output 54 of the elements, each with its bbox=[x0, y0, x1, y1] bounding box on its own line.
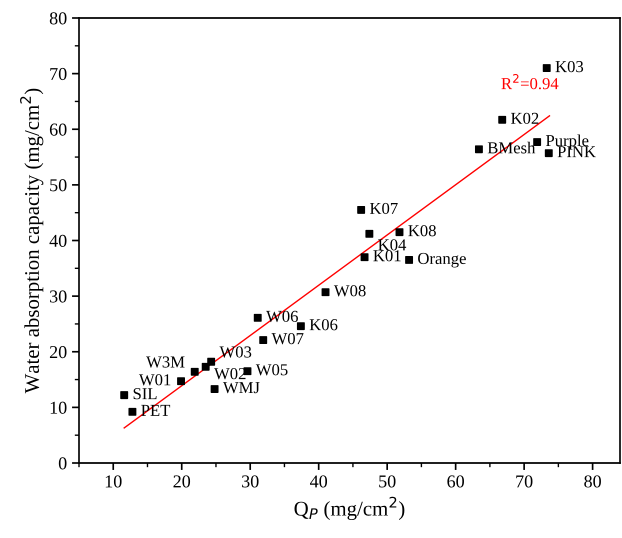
point bbox=[128, 408, 136, 416]
y-tick-label: 60 bbox=[50, 124, 67, 136]
point bbox=[190, 368, 199, 376]
x-tick-label: 60 bbox=[447, 475, 464, 488]
annotation: K01 bbox=[373, 250, 401, 262]
annotation: K08 bbox=[408, 225, 436, 236]
y-tick-label: 0 bbox=[58, 457, 67, 470]
annotation: K02 bbox=[511, 112, 538, 124]
point bbox=[177, 377, 185, 386]
y-tick-label: 20 bbox=[50, 346, 67, 358]
annotation: K03 bbox=[556, 60, 584, 72]
annotation: K04 bbox=[378, 239, 406, 250]
y-tick-label: 30 bbox=[50, 290, 67, 303]
point bbox=[474, 145, 483, 154]
x-tick-label: 80 bbox=[584, 475, 601, 488]
x-tick-label: 10 bbox=[106, 475, 122, 488]
point bbox=[357, 206, 366, 214]
point bbox=[210, 385, 219, 393]
x-tick-label: 70 bbox=[516, 475, 532, 488]
x-tick-label: 20 bbox=[173, 475, 190, 488]
annotation: W05 bbox=[256, 364, 288, 376]
annotation: WMJ bbox=[222, 382, 260, 394]
annotation: SIL bbox=[134, 388, 157, 400]
y-tick-label: 70 bbox=[50, 68, 67, 80]
point bbox=[254, 314, 262, 322]
y-tick-label: 80 bbox=[50, 12, 67, 24]
point bbox=[498, 116, 506, 124]
annotation: W01 bbox=[138, 374, 170, 386]
x-tick-label: 50 bbox=[379, 475, 396, 488]
y-tick-label: 50 bbox=[50, 179, 67, 192]
y-axis-title: Water absorption capacity (mg/cm$^{2}$) bbox=[20, 88, 44, 394]
annotation: W07 bbox=[272, 332, 304, 344]
x-tick-label: 40 bbox=[310, 475, 328, 488]
y-tick-label: 10 bbox=[50, 402, 67, 414]
point bbox=[120, 391, 128, 400]
point bbox=[542, 64, 551, 72]
x-axis-title: Q$_{P}$ (mg/cm$^{2}$) bbox=[294, 496, 404, 520]
annotation: W08 bbox=[334, 285, 366, 296]
point bbox=[322, 288, 330, 296]
point bbox=[259, 336, 268, 344]
point bbox=[544, 149, 553, 158]
point bbox=[296, 322, 305, 330]
point bbox=[396, 228, 404, 236]
annotation: Orange bbox=[418, 252, 466, 268]
annotation: K06 bbox=[310, 319, 338, 330]
point bbox=[365, 230, 374, 238]
annotation: W3M bbox=[146, 356, 185, 368]
point bbox=[207, 358, 216, 366]
point bbox=[360, 253, 369, 262]
annotation: K07 bbox=[370, 202, 398, 214]
y-tick-label: 40 bbox=[49, 234, 67, 247]
x-tick-label: 30 bbox=[242, 475, 259, 488]
annotation: R$^{2}$=0.94 bbox=[501, 74, 558, 90]
point bbox=[405, 256, 414, 264]
